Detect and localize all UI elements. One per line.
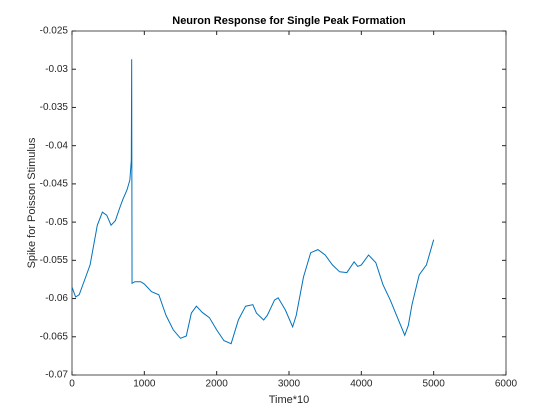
data-line — [71, 59, 435, 345]
y-tick-label: -0.055 — [40, 255, 69, 266]
x-tick-label: 4000 — [350, 379, 373, 390]
y-tick-label: -0.045 — [40, 179, 69, 190]
x-tick-label: 3000 — [278, 379, 301, 390]
y-tick-label: -0.07 — [45, 370, 68, 381]
x-axis-label: Time*10 — [269, 394, 310, 406]
y-tick-label: -0.03 — [45, 64, 68, 75]
x-tick-label: 6000 — [495, 379, 518, 390]
y-axis-label: Spike for Poisson Stimulus — [26, 137, 38, 268]
x-tick-label: 5000 — [423, 379, 446, 390]
y-tick-label: -0.06 — [45, 293, 68, 304]
x-tick-label: 2000 — [206, 379, 229, 390]
x-tick-label: 0 — [69, 379, 75, 390]
y-tick-label: -0.025 — [40, 26, 69, 37]
y-tick-label: -0.065 — [40, 331, 69, 342]
y-tick-label: -0.05 — [45, 217, 68, 228]
chart-title: Neuron Response for Single Peak Formatio… — [172, 15, 406, 27]
x-tick-label: 1000 — [133, 379, 156, 390]
y-tick-label: -0.035 — [40, 102, 69, 113]
axes-box — [71, 30, 507, 376]
y-tick-label: -0.04 — [45, 140, 68, 151]
